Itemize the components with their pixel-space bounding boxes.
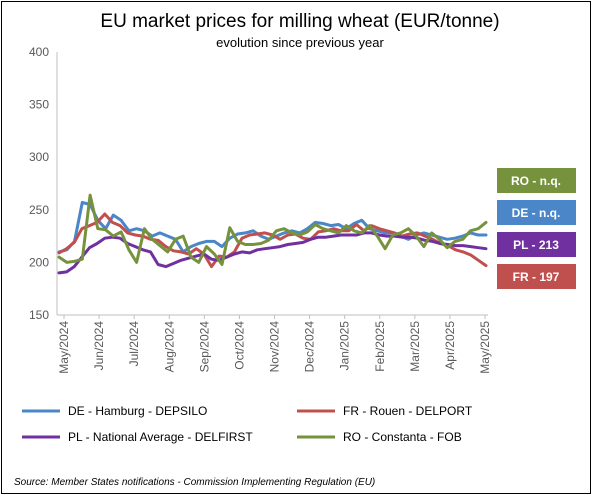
series-tag-box — [497, 232, 576, 257]
series-tag-label: FR - 197 — [513, 270, 560, 284]
x-tick-label: Sep/2024 — [197, 321, 211, 373]
x-tick-label: Jul/2024 — [127, 321, 141, 367]
series-end-tags: RO - n.q. DE - n.q. PL - 213 FR - 197 — [497, 168, 576, 289]
x-tick-label: Apr/2025 — [443, 321, 457, 370]
x-axis-ticks: May/2024 Jun/2024 Jul/2024 Aug/2024 Sep/2024… — [57, 315, 492, 374]
legend: DE - Hamburg - DEPSILO FR - Rouen - DELPO… — [22, 404, 473, 444]
series-tag-box — [497, 200, 576, 225]
x-tick-label: Nov/2024 — [268, 321, 282, 373]
y-tick-label: 150 — [29, 308, 49, 322]
legend-label: DE - Hamburg - DEPSILO — [68, 404, 207, 418]
x-tick-label: May/2025 — [478, 321, 492, 374]
series-line — [57, 193, 488, 266]
chart-subtitle: evolution since previous year — [216, 35, 384, 50]
x-tick-label: Jan/2025 — [338, 321, 352, 371]
x-tick-label: Mar/2025 — [408, 321, 422, 372]
series-tag-label: DE - n.q. — [512, 206, 561, 220]
x-tick-label: Aug/2024 — [162, 321, 176, 373]
x-tick-label: Feb/2025 — [373, 321, 387, 372]
series-tag-label: RO - n.q. — [511, 174, 561, 188]
y-tick-label: 400 — [29, 45, 49, 59]
y-tick-label: 250 — [29, 203, 49, 217]
series-lines — [57, 193, 488, 275]
series-tag-box — [497, 168, 576, 193]
legend-label: PL - National Average - DELFIRST — [68, 430, 253, 444]
y-tick-label: 200 — [29, 255, 49, 269]
series-line — [57, 231, 488, 275]
legend-label: FR - Rouen - DELPORT — [343, 404, 473, 418]
y-tick-label: 350 — [29, 98, 49, 112]
series-tag-label: PL - 213 — [513, 238, 559, 252]
series-tag-box — [497, 264, 576, 289]
y-tick-label: 300 — [29, 150, 49, 164]
source-note: Source: Member States notifications - Co… — [14, 477, 375, 488]
x-tick-label: Dec/2024 — [303, 321, 317, 373]
legend-label: RO - Constanta - FOB — [343, 430, 462, 444]
x-tick-label: May/2024 — [57, 321, 71, 374]
y-axis-ticks: 150 200 250 300 350 400 — [29, 45, 49, 322]
chart-title: EU market prices for milling wheat (EUR/… — [100, 11, 499, 32]
x-tick-label: Oct/2024 — [232, 321, 246, 370]
x-tick-label: Jun/2024 — [92, 321, 106, 371]
